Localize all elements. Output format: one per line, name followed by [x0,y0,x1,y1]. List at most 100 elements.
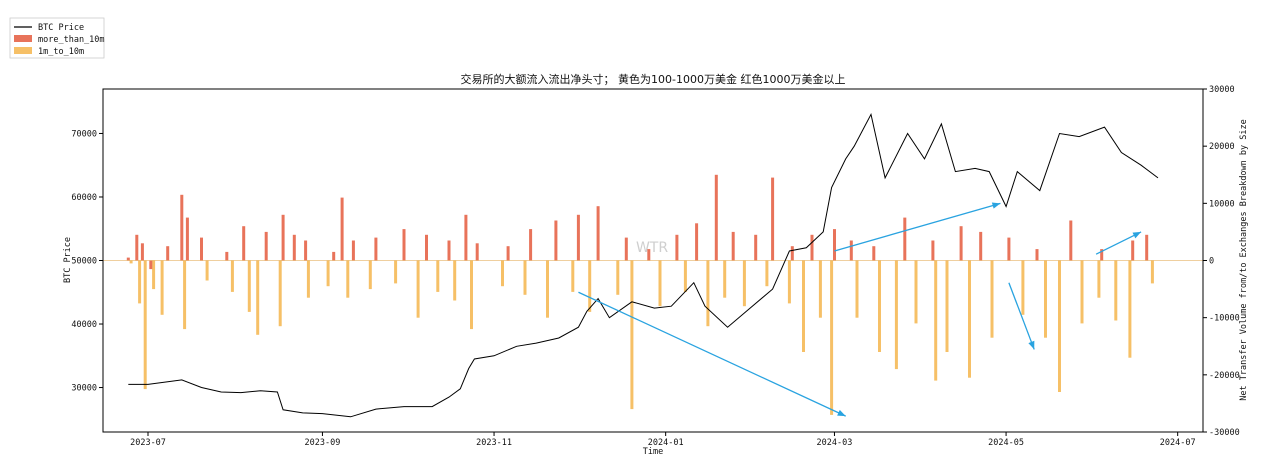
bar-more-than-10m [1035,249,1039,261]
bar-1m-to-10m [630,260,634,410]
y-axis-left-label: BTC Price [63,237,73,283]
bar-1m-to-10m [306,260,310,298]
bar-more-than-10m [332,251,336,261]
x-tick-label: 2024-01 [648,438,684,448]
bar-more-than-10m [374,237,378,261]
x-tick-label: 2024-03 [817,438,853,448]
x-tick-label: 2024-07 [1160,438,1196,448]
price-line-layer [128,112,1159,418]
bar-more-than-10m [872,246,876,261]
bar-more-than-10m [200,237,203,261]
x-axis: 2023-07 2023-09 2023-11 2024-01 2024-03 2024-… [130,432,1196,448]
y-left-tick-label: 50000 [71,257,97,267]
bar-more-than-10m [979,231,983,261]
chart-title: 交易所的大额流入流出净头寸； 黄色为100-1000万美金 红色1000万美金以… [461,72,846,86]
bar-more-than-10m [833,229,836,261]
bar-more-than-10m [624,237,628,261]
bar-1m-to-10m [990,260,994,338]
x-tick-label: 2023-09 [305,438,341,448]
bar-1m-to-10m [968,260,971,378]
bar-1m-to-10m [205,260,209,281]
legend-label-1m-to-10m: 1m_to_10m [38,47,84,57]
bar-1m-to-10m [1114,260,1118,321]
legend-label-btc-price: BTC Price [38,23,84,33]
watermark: WTR [636,240,668,256]
bar-1m-to-10m [256,260,260,335]
x-axis-label: Time [643,447,663,457]
bar-1m-to-10m [1097,260,1101,298]
bar-more-than-10m [1069,220,1073,261]
bar-1m-to-10m [765,260,769,287]
bar-1m-to-10m [945,260,949,352]
bar-1m-to-10m [436,260,440,292]
bar-1m-to-10m [588,260,592,312]
bar-1m-to-10m [1044,260,1047,338]
bar-more-than-10m [647,249,651,261]
y-left-tick-label: 30000 [71,384,97,394]
annotation-arrow-shaft [578,291,846,417]
bar-1m-to-10m [1058,260,1061,392]
bar-1m-to-10m [416,260,420,318]
bar-more-than-10m [425,234,428,261]
bar-more-than-10m [576,214,580,261]
bar-more-than-10m [292,234,296,261]
bar-1m-to-10m [230,260,234,292]
bar-more-than-10m [126,257,130,261]
bar-1m-to-10m [934,260,938,381]
bar-more-than-10m [185,217,189,261]
y-axis-right: 30000 20000 10000 0 -10000 -20000 -30000 [1203,85,1240,438]
bar-1m-to-10m [546,260,549,318]
bar-more-than-10m [166,246,170,261]
bar-more-than-10m [714,174,718,261]
bar-1m-to-10m [1080,260,1084,324]
bar-more-than-10m [810,234,814,261]
legend-label-more-than-10m: more_than_10m [38,35,105,45]
annotation-arrow [1008,282,1035,350]
y-right-tick-label: 30000 [1209,85,1235,95]
legend-swatch-1m-to-10m [14,47,32,54]
bar-1m-to-10m [787,260,791,304]
annotation-arrow [578,291,846,417]
bar-1m-to-10m [571,260,575,292]
bar-more-than-10m [225,251,229,261]
bar-more-than-10m [754,234,758,261]
legend: BTC Price more_than_10m 1m_to_10m [9,17,105,59]
bar-more-than-10m [1007,237,1011,261]
annotation-arrow-head [837,409,846,417]
bar-1m-to-10m [129,260,133,264]
bar-more-than-10m [180,194,184,261]
y-right-tick-label: -10000 [1209,314,1240,324]
bar-more-than-10m [140,243,144,261]
bar-more-than-10m [447,240,451,261]
bar-1m-to-10m [706,260,710,327]
annotation-arrow-shaft [834,202,1001,252]
x-tick-label: 2024-05 [988,438,1024,448]
bar-1m-to-10m [830,260,834,415]
bar-more-than-10m [242,226,246,261]
bar-more-than-10m [931,240,935,261]
bar-1m-to-10m [723,260,727,298]
btc-price-line [128,112,1159,418]
y-axis-right-label: Net Transfer Volume from/to Exchanges Br… [1239,119,1249,400]
bar-more-than-10m [149,260,153,270]
bar-1m-to-10m [138,260,142,304]
y-right-tick-label: 0 [1209,257,1214,267]
bar-more-than-10m [281,214,285,261]
annotation-arrow-shaft [1008,282,1035,350]
annotation-arrow [834,202,1001,252]
y-left-tick-label: 40000 [71,320,97,330]
bar-1m-to-10m [683,260,687,292]
legend-swatch-more-than-10m [14,35,32,42]
bar-more-than-10m [464,214,468,261]
y-right-tick-label: -30000 [1209,428,1240,438]
bar-more-than-10m [529,229,533,261]
bar-more-than-10m [506,246,510,261]
bar-1m-to-10m [878,260,881,352]
bar-1m-to-10m [658,260,662,307]
bar-1m-to-10m [152,260,156,290]
bar-1m-to-10m [818,260,822,318]
annotation-arrow-head [991,202,1001,209]
bar-1m-to-10m [855,260,859,318]
bar-more-than-10m [402,229,406,261]
bar-more-than-10m [849,240,853,261]
